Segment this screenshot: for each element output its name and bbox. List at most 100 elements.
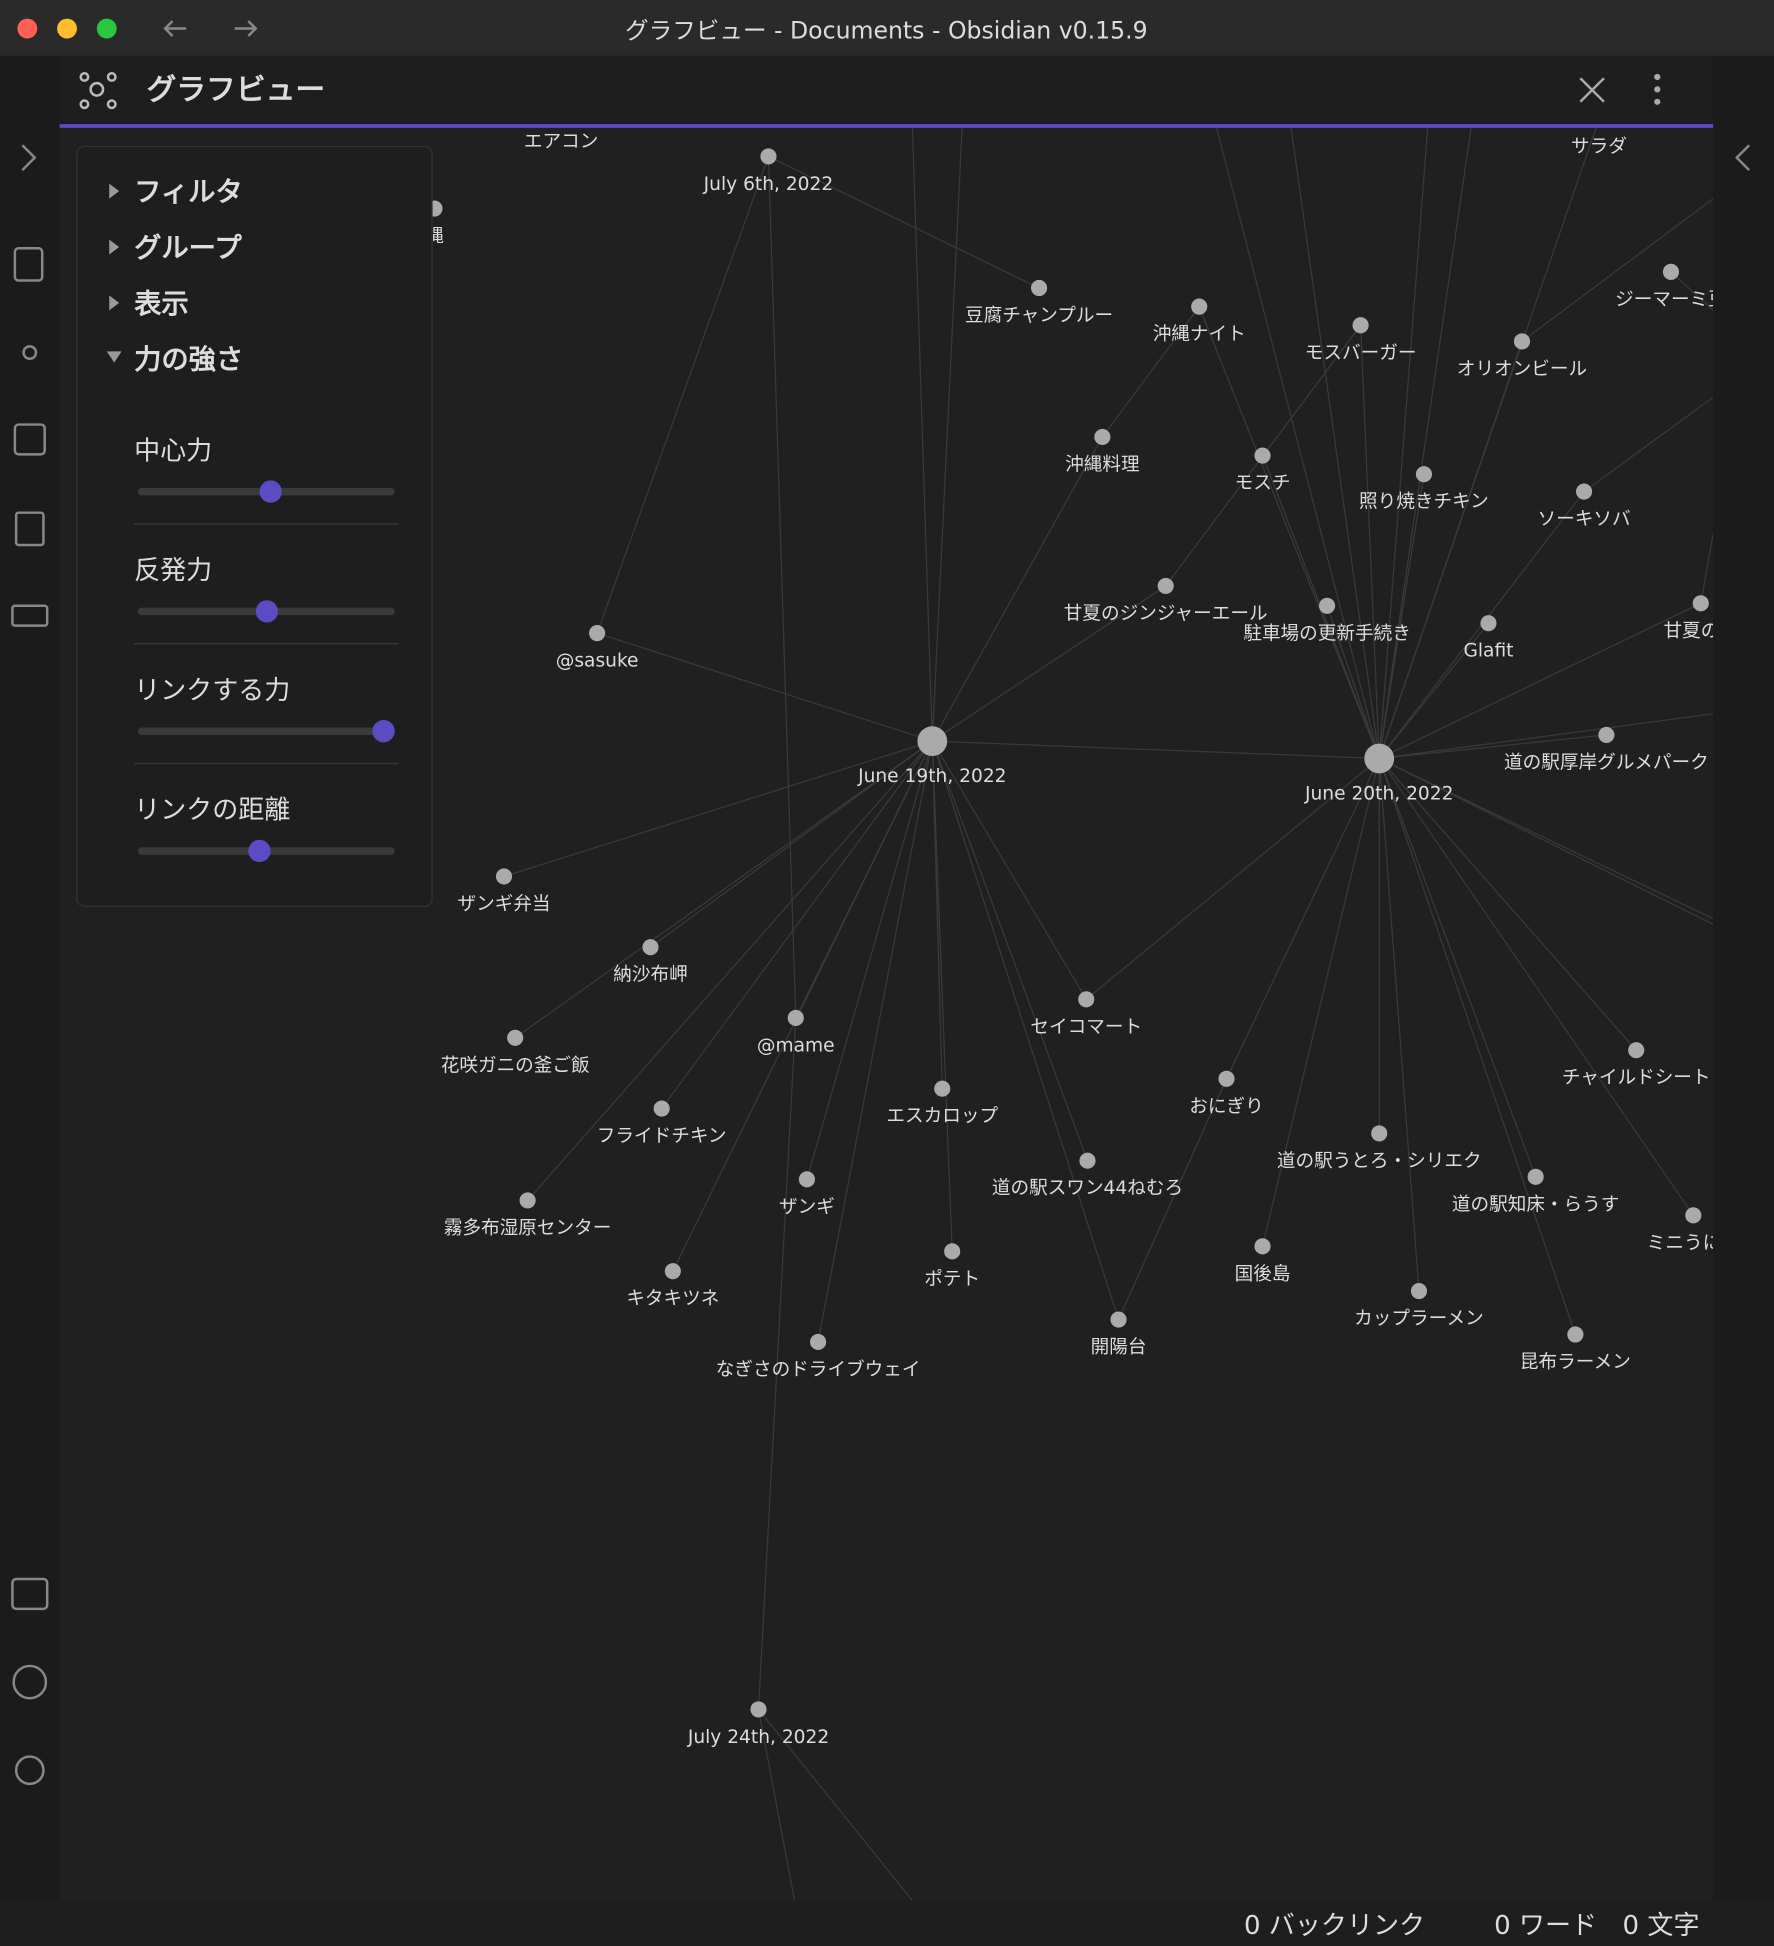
graph-node[interactable] <box>1364 743 1395 774</box>
graph-node[interactable] <box>1079 1152 1096 1169</box>
slides-icon[interactable] <box>11 604 49 627</box>
graph-node[interactable] <box>1628 1042 1645 1059</box>
graph-node[interactable] <box>1410 1282 1428 1300</box>
graph-node[interactable] <box>1567 1326 1584 1343</box>
graph-node[interactable] <box>664 1263 681 1280</box>
switcher-icon[interactable] <box>13 247 44 282</box>
node-label: 豆腐チャンプルー <box>965 306 1113 327</box>
slider-thumb[interactable] <box>259 480 282 503</box>
char-count: 0 文字 <box>1623 1911 1700 1941</box>
graph-node[interactable] <box>1527 1168 1544 1185</box>
edge <box>1378 602 1702 760</box>
graph-node[interactable] <box>944 1243 961 1260</box>
right-ribbon <box>1713 55 1774 1902</box>
graph-node[interactable] <box>1598 726 1615 743</box>
graph-node[interactable] <box>1685 1207 1702 1224</box>
graph-node[interactable] <box>810 1333 827 1351</box>
right-expand[interactable] <box>1735 144 1751 171</box>
node-label: チャイルドシート <box>1562 1068 1711 1089</box>
help-icon[interactable] <box>12 1664 48 1700</box>
section-title[interactable]: 表示 <box>134 289 189 320</box>
disclosure-arrow[interactable] <box>109 295 120 311</box>
graph-node[interactable] <box>1575 483 1593 500</box>
graph-node[interactable] <box>1513 333 1531 350</box>
more-options[interactable] <box>1654 73 1661 105</box>
graph-node[interactable] <box>1662 263 1680 280</box>
graph-node[interactable] <box>1415 466 1432 483</box>
edge <box>931 741 953 1252</box>
edge <box>1379 713 1714 760</box>
edge <box>1378 757 1714 925</box>
backlink-count: 0 バックリンク <box>1244 1911 1425 1941</box>
graph-node[interactable] <box>1157 577 1174 595</box>
graph-node[interactable] <box>1254 447 1271 464</box>
graph-node[interactable] <box>1371 1125 1388 1142</box>
graph-node[interactable] <box>787 1009 804 1027</box>
graph-node[interactable] <box>1191 298 1208 315</box>
vault-icon[interactable] <box>11 1577 49 1611</box>
graph-node[interactable] <box>1692 595 1709 612</box>
graph-node[interactable] <box>934 1080 951 1097</box>
graph-node[interactable] <box>1031 279 1048 297</box>
edge <box>527 740 933 1201</box>
disclosure-arrow[interactable] <box>106 351 122 363</box>
section-title[interactable]: フィルタ <box>134 177 243 208</box>
graph-node[interactable] <box>1254 1238 1271 1255</box>
node-label: おにぎり <box>1189 1096 1263 1117</box>
disclosure-arrow[interactable] <box>109 183 120 199</box>
graph-node[interactable] <box>1078 991 1095 1008</box>
edge <box>1670 271 1714 311</box>
graph-node[interactable] <box>917 726 948 757</box>
graph-icon[interactable] <box>22 345 38 361</box>
node-label: 霧多布湿原センター <box>444 1218 611 1239</box>
section-title[interactable]: グループ <box>134 232 242 264</box>
forward-button[interactable] <box>234 20 258 37</box>
graph-node[interactable] <box>653 1100 670 1117</box>
slider-thumb[interactable] <box>248 839 271 863</box>
edge <box>1583 396 1714 493</box>
expand-icon[interactable] <box>21 144 37 171</box>
settings-icon[interactable] <box>14 1755 45 1786</box>
graph-node[interactable] <box>1352 317 1369 334</box>
edge <box>1225 758 1380 1080</box>
back-button[interactable] <box>163 20 187 37</box>
slider-thumb[interactable] <box>372 720 395 743</box>
close-button[interactable] <box>17 18 38 39</box>
minimize-button[interactable] <box>57 18 77 39</box>
zoom-button[interactable] <box>96 18 117 39</box>
disclosure-arrow[interactable] <box>109 239 120 255</box>
graph-node[interactable] <box>1480 615 1497 632</box>
node-label: 花咲ガニの釜ご飯 <box>441 1055 590 1076</box>
edge <box>1261 758 1380 1247</box>
node-label: モスバーガー <box>1305 343 1417 364</box>
close-view[interactable] <box>1579 77 1605 103</box>
node-label: ソーキソバ <box>1538 509 1631 530</box>
node-label: ザンギ <box>779 1197 835 1218</box>
graph-node[interactable] <box>1110 1311 1127 1328</box>
ribbon-icons <box>11 144 49 1786</box>
section-title[interactable]: 力の強さ <box>134 345 243 376</box>
daily-icon[interactable] <box>13 423 46 456</box>
graph-node[interactable] <box>760 148 777 165</box>
graph-node[interactable] <box>798 1171 815 1188</box>
status-bar <box>0 1901 1774 1946</box>
graph-view-icon <box>79 72 117 110</box>
slider-thumb[interactable] <box>255 600 279 623</box>
graph-node[interactable] <box>507 1029 524 1046</box>
graph-node[interactable] <box>642 939 659 956</box>
graph-node[interactable] <box>495 868 513 885</box>
slider-label: リンクの距離 <box>134 796 290 826</box>
graph-node[interactable] <box>1319 597 1336 614</box>
graph-node[interactable] <box>1094 428 1111 446</box>
graph-node[interactable] <box>1218 1070 1235 1087</box>
graph-node[interactable] <box>589 625 606 642</box>
edge <box>1378 622 1489 759</box>
node-label: なぎさのドライブウェイ <box>716 1358 921 1380</box>
graph-node[interactable] <box>519 1192 536 1209</box>
node-label: July 6th, 2022 <box>703 174 834 195</box>
templates-icon[interactable] <box>14 511 45 547</box>
edge <box>1521 198 1714 342</box>
graph-node[interactable] <box>750 1701 767 1718</box>
